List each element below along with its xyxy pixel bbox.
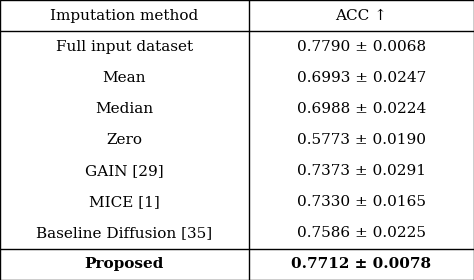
Text: MICE [1]: MICE [1] [89, 195, 160, 209]
Text: 0.6988 ± 0.0224: 0.6988 ± 0.0224 [297, 102, 426, 116]
Text: 0.7586 ± 0.0225: 0.7586 ± 0.0225 [297, 226, 426, 240]
Text: Median: Median [95, 102, 154, 116]
Text: 0.5773 ± 0.0190: 0.5773 ± 0.0190 [297, 133, 426, 147]
Text: 0.7373 ± 0.0291: 0.7373 ± 0.0291 [297, 164, 426, 178]
Text: GAIN [29]: GAIN [29] [85, 164, 164, 178]
Text: Imputation method: Imputation method [50, 9, 199, 23]
Text: 0.7790 ± 0.0068: 0.7790 ± 0.0068 [297, 40, 426, 54]
Text: ACC ↑: ACC ↑ [336, 9, 387, 23]
Text: 0.7330 ± 0.0165: 0.7330 ± 0.0165 [297, 195, 426, 209]
Text: Zero: Zero [107, 133, 142, 147]
Text: 0.6993 ± 0.0247: 0.6993 ± 0.0247 [297, 71, 426, 85]
Text: Proposed: Proposed [85, 257, 164, 271]
Text: Baseline Diffusion [35]: Baseline Diffusion [35] [36, 226, 212, 240]
Text: Full input dataset: Full input dataset [56, 40, 193, 54]
Text: 0.7712 ± 0.0078: 0.7712 ± 0.0078 [292, 257, 431, 271]
Text: Mean: Mean [103, 71, 146, 85]
